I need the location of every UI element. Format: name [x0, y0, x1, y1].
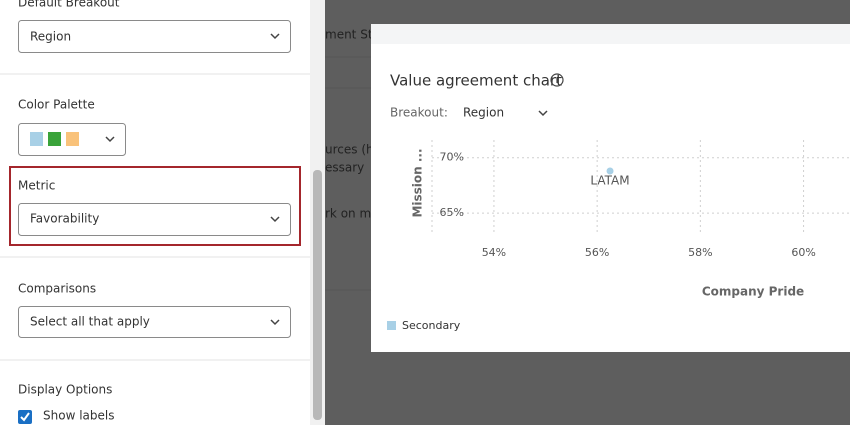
y-axis-title: Mission ... — [411, 148, 425, 217]
card-title: Value agreement chart — [390, 72, 562, 90]
dropdown-value: Select all that apply — [30, 315, 150, 329]
highlight-box — [9, 166, 301, 246]
dropdown[interactable] — [18, 203, 291, 236]
chart: 54% 56% 58% 60% 65% 70% Company Pride Mission .… — [387, 140, 850, 332]
x-tick-label: 60% — [791, 246, 815, 259]
section-label: Comparisons — [18, 282, 96, 296]
checkbox-label: Show labels — [43, 409, 114, 423]
y-tick-label: 70% — [440, 151, 464, 164]
scrollbar-thumb[interactable] — [313, 170, 322, 420]
chart-card — [371, 24, 850, 352]
chevron — [105, 136, 115, 143]
card-header-strip — [371, 24, 850, 44]
point-label: LATAM — [590, 174, 629, 188]
bg-text: urces (h — [325, 143, 374, 157]
info-icon[interactable] — [550, 73, 564, 87]
checkmark — [20, 412, 30, 422]
y-tick-label: 65% — [440, 206, 464, 219]
section-label: Display Options — [18, 383, 112, 397]
swatch — [48, 132, 61, 146]
section-label: Default Breakout — [18, 0, 120, 10]
swatch — [66, 132, 79, 146]
dropdown[interactable] — [18, 306, 291, 338]
breakout-label: Breakout: — [390, 106, 448, 120]
dropdown[interactable] — [18, 20, 291, 53]
x-tick-label: 56% — [585, 246, 609, 259]
section-label: Metric — [18, 179, 55, 193]
chevron — [270, 33, 280, 40]
chevron — [270, 319, 280, 326]
dropdown-value: Favorability — [30, 212, 99, 226]
chevron — [270, 216, 280, 223]
bg-text: rk on my — [325, 207, 378, 221]
section-label: Color Palette — [18, 98, 95, 112]
legend-label: Secondary — [402, 319, 461, 332]
x-tick-label: 54% — [482, 246, 506, 259]
bg-text: ment Sta — [325, 28, 380, 42]
dropdown-value: Region — [30, 30, 71, 44]
breakout-value: Region — [463, 106, 504, 120]
x-axis-title: Company Pride — [702, 285, 804, 299]
legend-swatch — [387, 321, 396, 330]
swatch — [30, 132, 43, 146]
bg-text: essary — [325, 161, 364, 175]
point — [605, 166, 615, 176]
x-tick-label: 58% — [688, 246, 712, 259]
chevron[interactable] — [538, 110, 548, 117]
